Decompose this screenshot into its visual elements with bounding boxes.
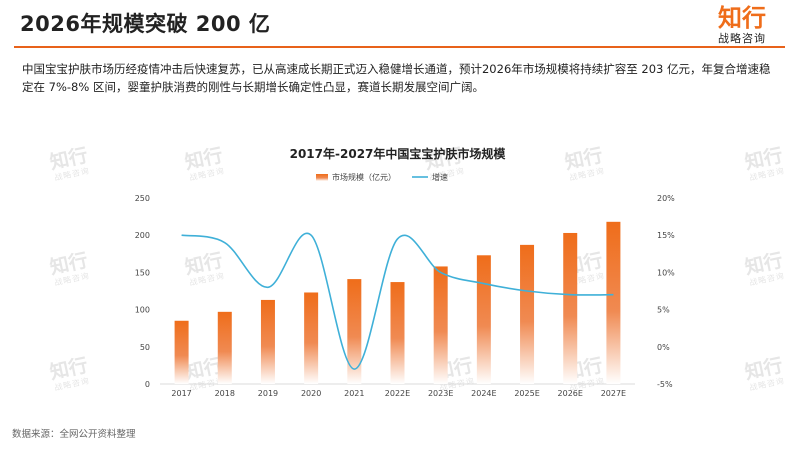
bar [174, 320, 189, 384]
legend-bar-label: 市场规模（亿元） [332, 172, 396, 182]
bar [304, 292, 319, 384]
y-right-tick-label: 5% [657, 306, 670, 315]
y-left-tick-label: 100 [135, 306, 150, 315]
y-right-tick-label: 20% [657, 194, 675, 203]
watermark: 知行 战略咨询 [47, 354, 91, 393]
bar [260, 299, 275, 384]
page-title: 2026年规模突破 200 亿 [20, 12, 271, 36]
growth-rate-line [181, 232, 614, 370]
x-tick-label: 2018 [215, 389, 235, 398]
logo-sub-text: 战略咨询 [718, 32, 766, 45]
x-tick-label: 2027E [601, 389, 626, 398]
summary-text: 中国宝宝护肤市场历经疫情冲击后快速复苏，已从高速成长期正式迈入稳健增长通道，预计… [22, 62, 771, 94]
x-tick-label: 2026E [558, 389, 583, 398]
y-right-tick-label: 10% [657, 268, 675, 277]
y-left-tick-label: 200 [135, 231, 150, 240]
logo-main-text: 知行 [718, 4, 766, 32]
bar [520, 244, 535, 384]
watermark: 知行 战略咨询 [47, 144, 91, 183]
x-tick-label: 2017 [171, 389, 191, 398]
y-left-tick-label: 150 [135, 268, 150, 277]
y-right-tick-label: 15% [657, 231, 675, 240]
bar [606, 221, 621, 384]
x-tick-label: 2019 [258, 389, 278, 398]
y-right-tick-label: 0% [657, 343, 670, 352]
y-left-tick-label: 0 [145, 380, 150, 389]
x-tick-label: 2025E [514, 389, 539, 398]
y-left-tick-label: 50 [140, 343, 150, 352]
watermark: 知行 战略咨询 [742, 354, 786, 393]
x-tick-label: 2020 [301, 389, 321, 398]
chart-title: 2017年-2027年中国宝宝护肤市场规模 [290, 146, 507, 161]
bar [390, 282, 405, 384]
bar [563, 232, 578, 384]
y-right-tick-label: -5% [657, 380, 673, 389]
x-tick-label: 2022E [385, 389, 410, 398]
title-divider [14, 46, 785, 48]
bar [347, 279, 362, 384]
x-tick-label: 2021 [344, 389, 364, 398]
legend-bar-swatch [316, 174, 328, 181]
x-tick-label: 2023E [428, 389, 453, 398]
watermark: 知行 战略咨询 [47, 249, 91, 288]
watermark: 知行 战略咨询 [742, 144, 786, 183]
data-source-note: 数据来源：全网公开资料整理 [12, 429, 136, 440]
y-left-tick-label: 250 [135, 194, 150, 203]
x-tick-label: 2024E [471, 389, 496, 398]
legend-line-label: 增速 [432, 172, 448, 182]
bar [217, 311, 232, 384]
brand-logo: 知行 战略咨询 [707, 4, 777, 45]
bar [433, 266, 448, 384]
bar [476, 255, 491, 384]
watermark: 知行 战略咨询 [742, 249, 786, 288]
